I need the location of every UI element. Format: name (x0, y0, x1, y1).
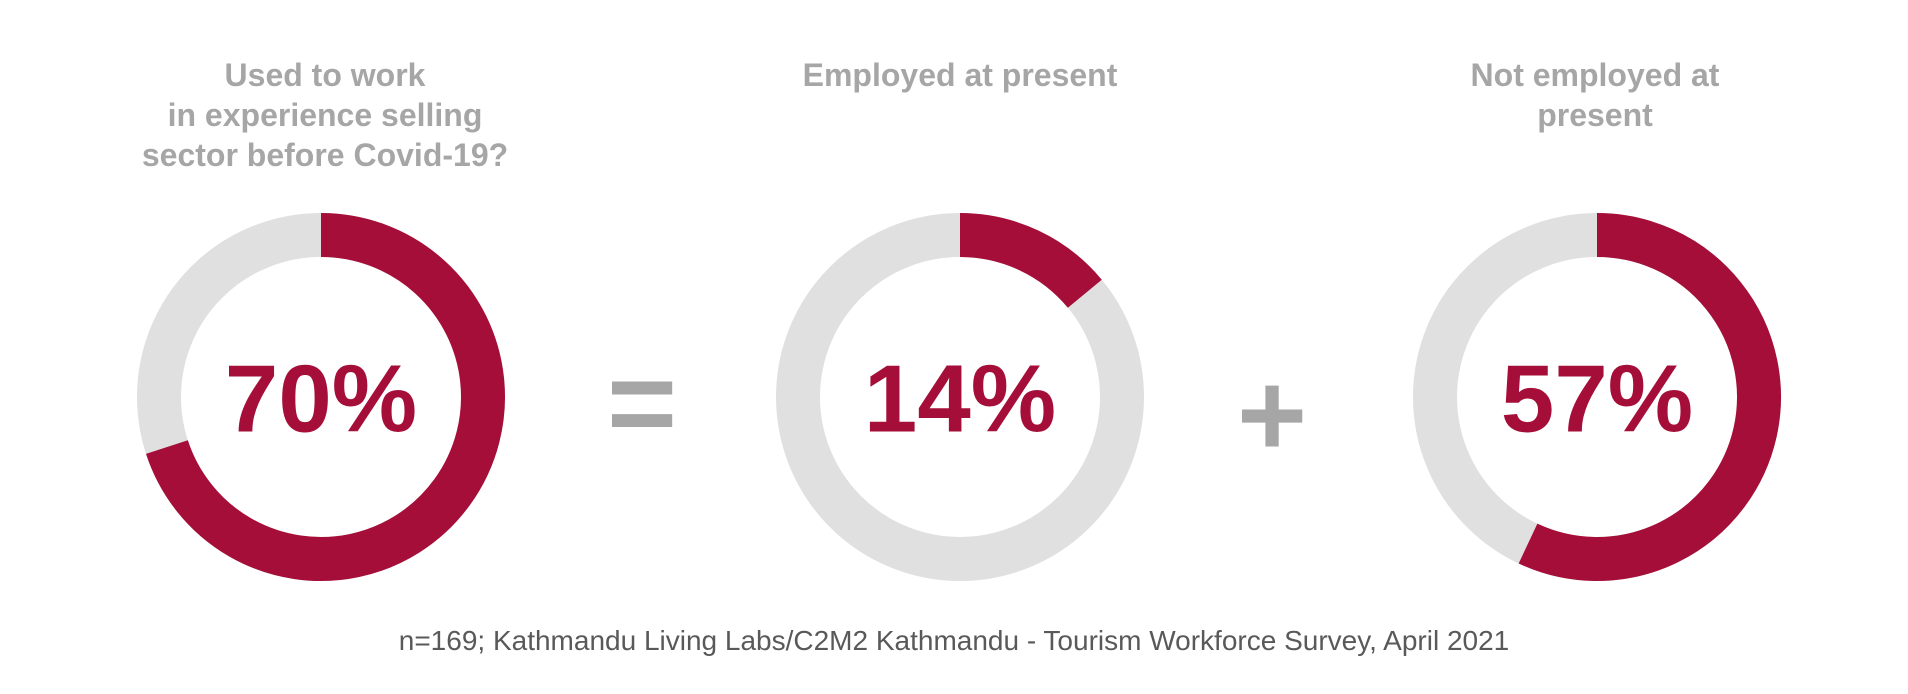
source-note: n=169; Kathmandu Living Labs/C2M2 Kathma… (398, 625, 1510, 656)
donut-chart: 70% (137, 213, 505, 581)
donut-value-label: 14% (864, 346, 1056, 453)
panel-title: Used to work in experience selling secto… (141, 57, 509, 173)
panel-title: Employed at present (802, 57, 1118, 93)
plus-sign: + (1236, 348, 1308, 482)
donut-chart: 57% (1413, 213, 1781, 581)
donut-slice-value (959, 213, 1102, 309)
donut-slice-value (1518, 213, 1781, 581)
donut-panel-not-employed: Not employed at present 57% (1335, 0, 1855, 600)
donut-value-label: 57% (1501, 346, 1693, 453)
donut-chart: 14% (776, 213, 1144, 581)
donut-slice-value (146, 213, 505, 581)
donut-value-label: 70% (225, 346, 417, 453)
equals-sign: = (606, 336, 678, 470)
panel-title: Not employed at present (1470, 57, 1720, 133)
donut-panel-employed: Employed at present 14% (700, 0, 1220, 600)
donut-panel-previous-work: Used to work in experience selling secto… (65, 0, 585, 600)
